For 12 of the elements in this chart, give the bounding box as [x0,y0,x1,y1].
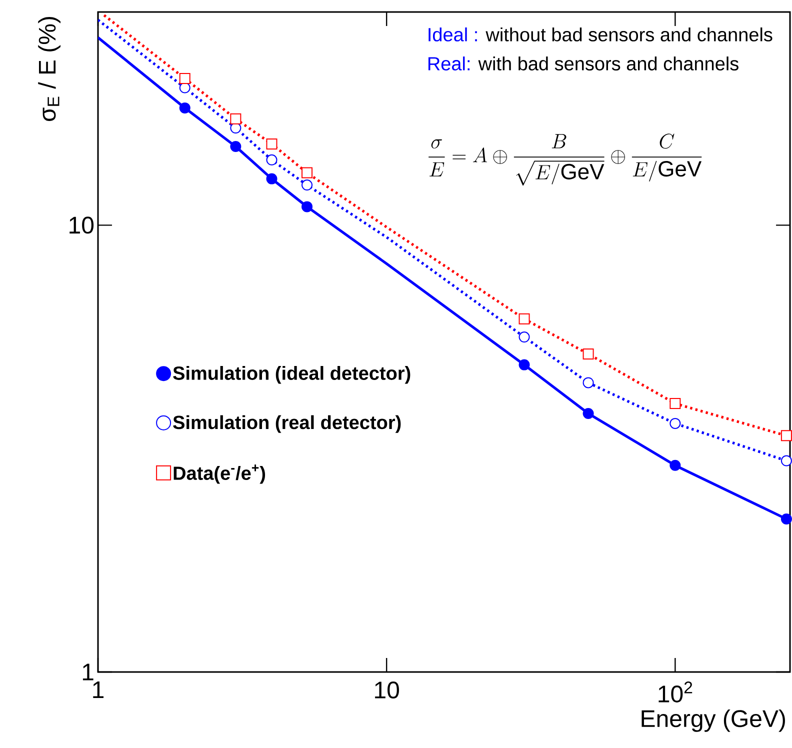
annotation: Ideal : [428,27,477,42]
annotation: with bad sensors and channels [478,56,738,70]
annotation: Real: [428,56,470,70]
legend-label: Data(e$^{-}$/e$^{+}$) [174,464,266,484]
legend-label: Simulation (ideal detector) [173,366,410,384]
x-tick-label: 10 [375,682,399,699]
annotation: without bad sensors and channels [486,27,772,42]
legend-label: Simulation (real detector) [173,415,401,433]
x-tick-label: 10$^{2}$ [658,682,692,702]
y-axis-title: σ$_{E}$ / E (%) [38,17,60,122]
x-axis-title: Energy (GeV) [642,710,785,732]
annotation: $\frac{\sigma}{E} = A \oplus \frac{B}{\sqrt{E/\mathrm{GeV}}} \oplus \frac{C}{E/\mathrm{GeV}}$ [428,134,702,186]
